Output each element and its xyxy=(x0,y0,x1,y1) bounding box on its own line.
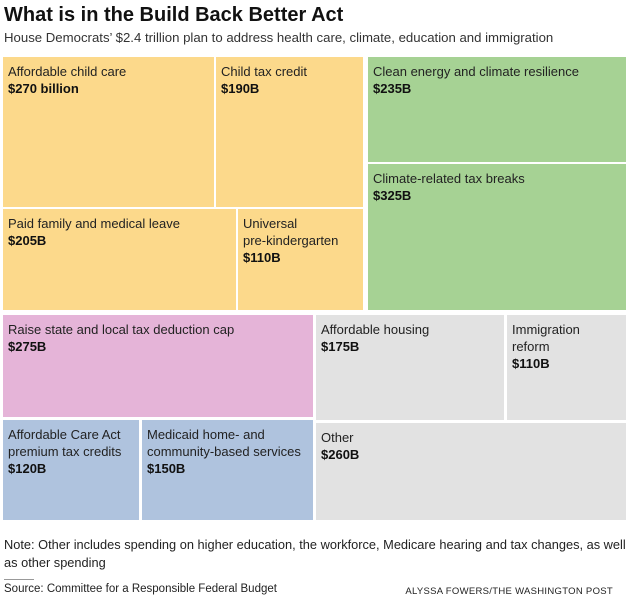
tile-other: Other $260B xyxy=(316,423,626,520)
tile-value: $235B xyxy=(373,81,412,96)
divider xyxy=(4,579,34,580)
tile-value: $260B xyxy=(321,447,360,462)
tile-affordable-child-care: Affordable child care $270 billion xyxy=(3,57,214,207)
source-text: Source: Committee for a Responsible Fede… xyxy=(4,583,277,595)
tile-paid-family-and-medical-leave: Paid family and medical leave $205B xyxy=(3,209,236,310)
tile-climate-related-tax-breaks: Climate-related tax breaks $325B xyxy=(368,164,626,310)
tile-label: Climate-related tax breaks xyxy=(373,171,525,186)
tile-label: Paid family and medical leave xyxy=(8,216,180,231)
tile-value: $110B xyxy=(512,356,550,371)
tile-label: Child tax credit xyxy=(221,64,307,79)
tile-value: $175B xyxy=(321,339,360,354)
tile-value: $150B xyxy=(147,461,186,476)
credit-text: ALYSSA FOWERS/THE WASHINGTON POST xyxy=(405,586,613,597)
tile-label: Affordable Care Act premium tax credits xyxy=(8,427,122,459)
tile-label: Clean energy and climate resilience xyxy=(373,64,579,79)
tile-affordable-housing: Affordable housing $175B xyxy=(316,315,504,420)
tile-label: Raise state and local tax deduction cap xyxy=(8,322,235,337)
footnote: Note: Other includes spending on higher … xyxy=(4,537,626,570)
tile-label: Affordable housing xyxy=(321,322,430,337)
chart-subtitle: House Democrats’ $2.4 trillion plan to a… xyxy=(4,30,554,45)
tile-label: Universal pre-kindergarten xyxy=(243,216,339,248)
chart-title: What is in the Build Back Better Act xyxy=(4,4,344,26)
tile-value: $120B xyxy=(8,461,47,476)
tile-medicaid-home-and-community-based-services: Medicaid home- and community-based servic… xyxy=(142,420,313,520)
tile-value: $270 billion xyxy=(8,81,79,96)
tile-value: $110B xyxy=(243,250,281,265)
tile-value: $325B xyxy=(373,188,412,203)
tile-child-tax-credit: Child tax credit $190B xyxy=(216,57,363,207)
tile-raise-state-and-local-tax-deduction-cap: Raise state and local tax deduction cap $… xyxy=(3,315,313,417)
tile-label: Affordable child care xyxy=(8,64,127,79)
tile-label: Other xyxy=(321,430,354,445)
tile-universal-pre-kindergarten: Universal pre-kindergarten $110B xyxy=(238,209,363,310)
tile-value: $205B xyxy=(8,233,47,248)
tile-label: Immigration reform xyxy=(512,322,580,354)
tile-clean-energy-and-climate-resilience: Clean energy and climate resilience $235B xyxy=(368,57,626,162)
tile-value: $275B xyxy=(8,339,47,354)
tile-immigration-reform: Immigration reform $110B xyxy=(507,315,626,420)
tile-affordable-care-act-premium-tax-credits: Affordable Care Act premium tax credits $1… xyxy=(3,420,139,520)
tile-label: Medicaid home- and community-based servic… xyxy=(147,427,301,459)
tile-value: $190B xyxy=(221,81,260,96)
